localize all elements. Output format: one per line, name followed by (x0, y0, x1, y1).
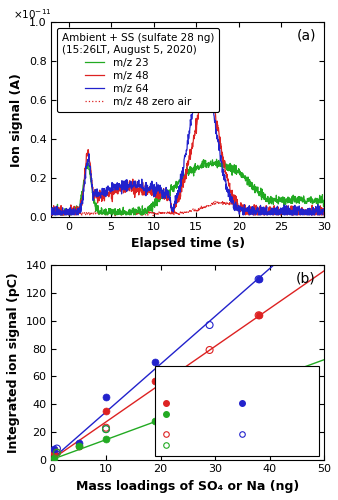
Point (152, 358, 158, 366)
m/z 64 (322, 205, 326, 211)
m/z 48 (160, 190, 164, 196)
m/z 23 (52, 212, 56, 218)
m/z 48 zero air (322, 212, 326, 218)
m/z 64 (77, 206, 81, 212)
Text: m/z 48: m/z 48 (177, 429, 210, 439)
Point (51, 450, 57, 458)
Legend: m/z 23, m/z 48, m/z 64, m/z 48 zero air: m/z 23, m/z 48, m/z 64, m/z 48 zero air (57, 28, 219, 112)
m/z 48 zero air (267, 210, 271, 216)
m/z 64 (237, 206, 241, 212)
m/z 48 zero air (170, 210, 174, 216)
Text: m/z 64: m/z 64 (253, 398, 286, 408)
m/z 48 zero air (237, 204, 241, 210)
m/z 23 (215, 156, 219, 162)
Text: (b): (b) (296, 271, 316, 285)
Point (103, 424, 109, 432)
Point (51, 454, 57, 462)
Point (76, 442, 81, 450)
Point (256, 275, 261, 283)
m/z 23 (267, 196, 271, 202)
Point (256, 312, 261, 320)
Point (103, 407, 109, 415)
Point (256, 312, 261, 320)
Point (103, 435, 109, 443)
m/z 48 (204, 76, 208, 82)
Point (51, 444, 57, 452)
Point (103, 425, 109, 433)
m/z 48 zero air (77, 210, 81, 216)
Point (103, 393, 109, 401)
Point (76, 442, 81, 450)
Text: $\times10^{-11}$: $\times10^{-11}$ (13, 7, 52, 20)
Point (158, 417, 163, 425)
m/z 23 (322, 200, 326, 206)
m/z 48 zero air (160, 210, 164, 216)
X-axis label: Elapsed time (s): Elapsed time (s) (131, 237, 245, 250)
m/z 64 (160, 191, 164, 197)
Text: (August 5, 2020): (August 5, 2020) (163, 378, 245, 388)
Text: (a): (a) (296, 28, 316, 42)
Point (158, 407, 163, 415)
m/z 64 (170, 208, 174, 214)
Point (152, 376, 158, 384)
Point (76, 439, 81, 447)
m/z 48 (49, 212, 53, 218)
Point (54, 444, 59, 452)
Point (54, 448, 59, 456)
m/z 48 (237, 204, 241, 210)
m/z 48 zero air (49, 212, 53, 218)
Text: Sodium sulfate: Sodium sulfate (163, 369, 236, 379)
X-axis label: Mass loadings of SO₄ or Na (ng): Mass loadings of SO₄ or Na (ng) (76, 480, 299, 493)
Text: without ambient aerosols: without ambient aerosols (163, 388, 288, 398)
m/z 23 (77, 205, 81, 211)
Point (54, 448, 59, 456)
m/z 48 (267, 207, 271, 213)
m/z 48 zero air (113, 213, 117, 219)
m/z 48 zero air (213, 198, 217, 204)
Point (158, 400, 163, 408)
Y-axis label: Integrated ion signal (pC): Integrated ion signal (pC) (7, 272, 20, 453)
m/z 48 (77, 210, 81, 216)
Point (207, 403, 212, 411)
Line: m/z 48: m/z 48 (51, 78, 324, 215)
Line: m/z 48 zero air: m/z 48 zero air (51, 201, 324, 216)
Text: m/z 23: m/z 23 (177, 440, 210, 450)
Point (103, 425, 109, 433)
m/z 64 (267, 209, 271, 215)
m/z 64 (49, 212, 53, 218)
Point (256, 275, 261, 283)
m/z 23 (170, 184, 174, 190)
Line: m/z 23: m/z 23 (51, 160, 324, 215)
m/z 23 (263, 191, 267, 197)
Line: m/z 64: m/z 64 (51, 48, 324, 215)
FancyBboxPatch shape (155, 366, 319, 456)
m/z 48 (170, 206, 174, 212)
Text: m/z 64: m/z 64 (253, 429, 286, 439)
m/z 64 (262, 207, 266, 213)
m/z 23 (237, 167, 241, 173)
Text: m/z 23: m/z 23 (177, 408, 210, 418)
Text: m/z 48: m/z 48 (177, 398, 210, 408)
m/z 48 (262, 206, 266, 212)
m/z 48 (322, 206, 326, 212)
Point (207, 321, 212, 329)
m/z 23 (49, 212, 53, 218)
m/z 23 (160, 194, 164, 200)
Y-axis label: Ion signal (A): Ion signal (A) (10, 72, 23, 166)
Text: with ambient aerosols: with ambient aerosols (163, 418, 271, 428)
m/z 48 zero air (263, 210, 267, 216)
Point (152, 417, 158, 425)
m/z 64 (199, 45, 203, 51)
Point (207, 346, 212, 354)
